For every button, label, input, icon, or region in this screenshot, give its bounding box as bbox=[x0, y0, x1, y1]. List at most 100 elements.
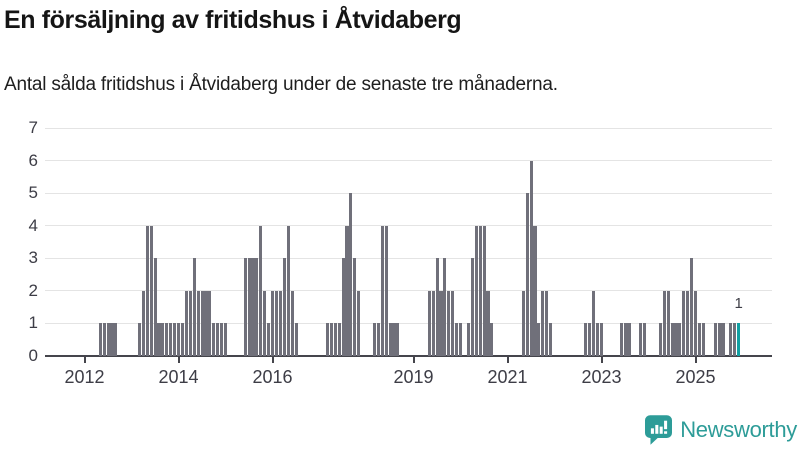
page-subtitle: Antal sålda fritidshus i Åtvidaberg unde… bbox=[4, 74, 558, 95]
bar bbox=[141, 290, 145, 356]
bar bbox=[380, 225, 384, 356]
bar bbox=[153, 258, 157, 356]
bar bbox=[216, 323, 220, 356]
newsworthy-speech-bubble-bar-chart-icon bbox=[645, 415, 673, 445]
gridline bbox=[45, 225, 772, 226]
bar bbox=[333, 323, 337, 356]
bar bbox=[682, 290, 686, 356]
y-axis-label: 3 bbox=[28, 248, 38, 267]
bar bbox=[145, 225, 149, 356]
baseline bbox=[45, 354, 772, 357]
y-axis-label: 4 bbox=[28, 215, 38, 235]
bar bbox=[102, 323, 106, 356]
bar bbox=[729, 323, 733, 356]
bar bbox=[733, 323, 737, 356]
x-axis-tick bbox=[600, 356, 603, 363]
bar bbox=[161, 323, 165, 356]
bar bbox=[713, 323, 717, 356]
bar bbox=[337, 323, 341, 356]
y-axis-label: 2 bbox=[28, 280, 38, 300]
bar bbox=[177, 323, 181, 356]
x-axis-tick bbox=[412, 356, 415, 363]
bar bbox=[220, 323, 224, 356]
bar bbox=[376, 323, 380, 356]
bar bbox=[474, 225, 478, 356]
bar bbox=[427, 290, 431, 356]
bar bbox=[278, 290, 282, 356]
bar bbox=[173, 323, 177, 356]
bar-annotation: 1 bbox=[734, 295, 743, 312]
bar bbox=[169, 323, 173, 356]
bar bbox=[149, 225, 153, 356]
bar bbox=[521, 290, 525, 356]
y-axis-label: 5 bbox=[28, 183, 38, 202]
x-axis-label: 2023 bbox=[581, 366, 622, 387]
bar bbox=[537, 323, 541, 356]
bar bbox=[184, 290, 188, 356]
bar bbox=[204, 290, 208, 356]
bar bbox=[357, 290, 361, 356]
bar bbox=[666, 290, 670, 356]
bar bbox=[455, 323, 459, 356]
bar bbox=[478, 225, 482, 356]
gridline bbox=[45, 192, 772, 194]
bar bbox=[678, 323, 682, 356]
bar bbox=[584, 323, 588, 356]
bar bbox=[372, 323, 376, 356]
bar bbox=[137, 323, 141, 356]
bar bbox=[451, 290, 455, 356]
bar bbox=[290, 290, 294, 356]
x-axis-tick bbox=[271, 356, 274, 363]
bar bbox=[267, 323, 271, 356]
bar bbox=[549, 323, 553, 356]
bar bbox=[388, 323, 392, 356]
bar bbox=[188, 290, 192, 356]
bar bbox=[529, 160, 533, 356]
bar bbox=[596, 323, 600, 356]
bar bbox=[114, 323, 118, 356]
gridline bbox=[45, 257, 772, 259]
y-axis-label: 0 bbox=[28, 345, 38, 365]
bar bbox=[98, 323, 102, 356]
bar bbox=[341, 258, 345, 356]
bar bbox=[697, 323, 701, 356]
bar bbox=[259, 225, 263, 356]
x-axis-tick bbox=[506, 356, 509, 363]
bar bbox=[396, 323, 400, 356]
bar bbox=[294, 323, 298, 356]
bar bbox=[459, 323, 463, 356]
bar bbox=[353, 258, 357, 356]
gridline bbox=[45, 127, 772, 129]
bar bbox=[674, 323, 678, 356]
bar bbox=[325, 323, 329, 356]
bar bbox=[686, 290, 690, 356]
bar bbox=[694, 290, 698, 356]
page-title: En försäljning av fritidshus i Åtvidaber… bbox=[4, 6, 462, 34]
bar bbox=[490, 323, 494, 356]
bar bbox=[255, 258, 259, 356]
bar bbox=[208, 290, 212, 356]
bar bbox=[196, 290, 200, 356]
gridline bbox=[45, 290, 772, 291]
bar bbox=[392, 323, 396, 356]
bar bbox=[106, 323, 110, 356]
bar bbox=[286, 225, 290, 356]
bar bbox=[592, 290, 596, 356]
bar bbox=[588, 323, 592, 356]
gridline bbox=[45, 160, 772, 161]
newsworthy-logo: Newsworthy bbox=[645, 413, 797, 447]
bar bbox=[541, 290, 545, 356]
bar bbox=[439, 290, 443, 356]
bar bbox=[658, 323, 662, 356]
bar bbox=[274, 290, 278, 356]
x-axis-label: 2025 bbox=[675, 366, 716, 387]
bar bbox=[643, 323, 647, 356]
x-axis-label: 2014 bbox=[158, 366, 199, 387]
highlighted-bar bbox=[737, 323, 741, 356]
bar bbox=[192, 258, 196, 356]
bar bbox=[329, 323, 333, 356]
bar bbox=[600, 323, 604, 356]
x-axis-tick bbox=[177, 356, 180, 363]
bar bbox=[435, 258, 439, 356]
